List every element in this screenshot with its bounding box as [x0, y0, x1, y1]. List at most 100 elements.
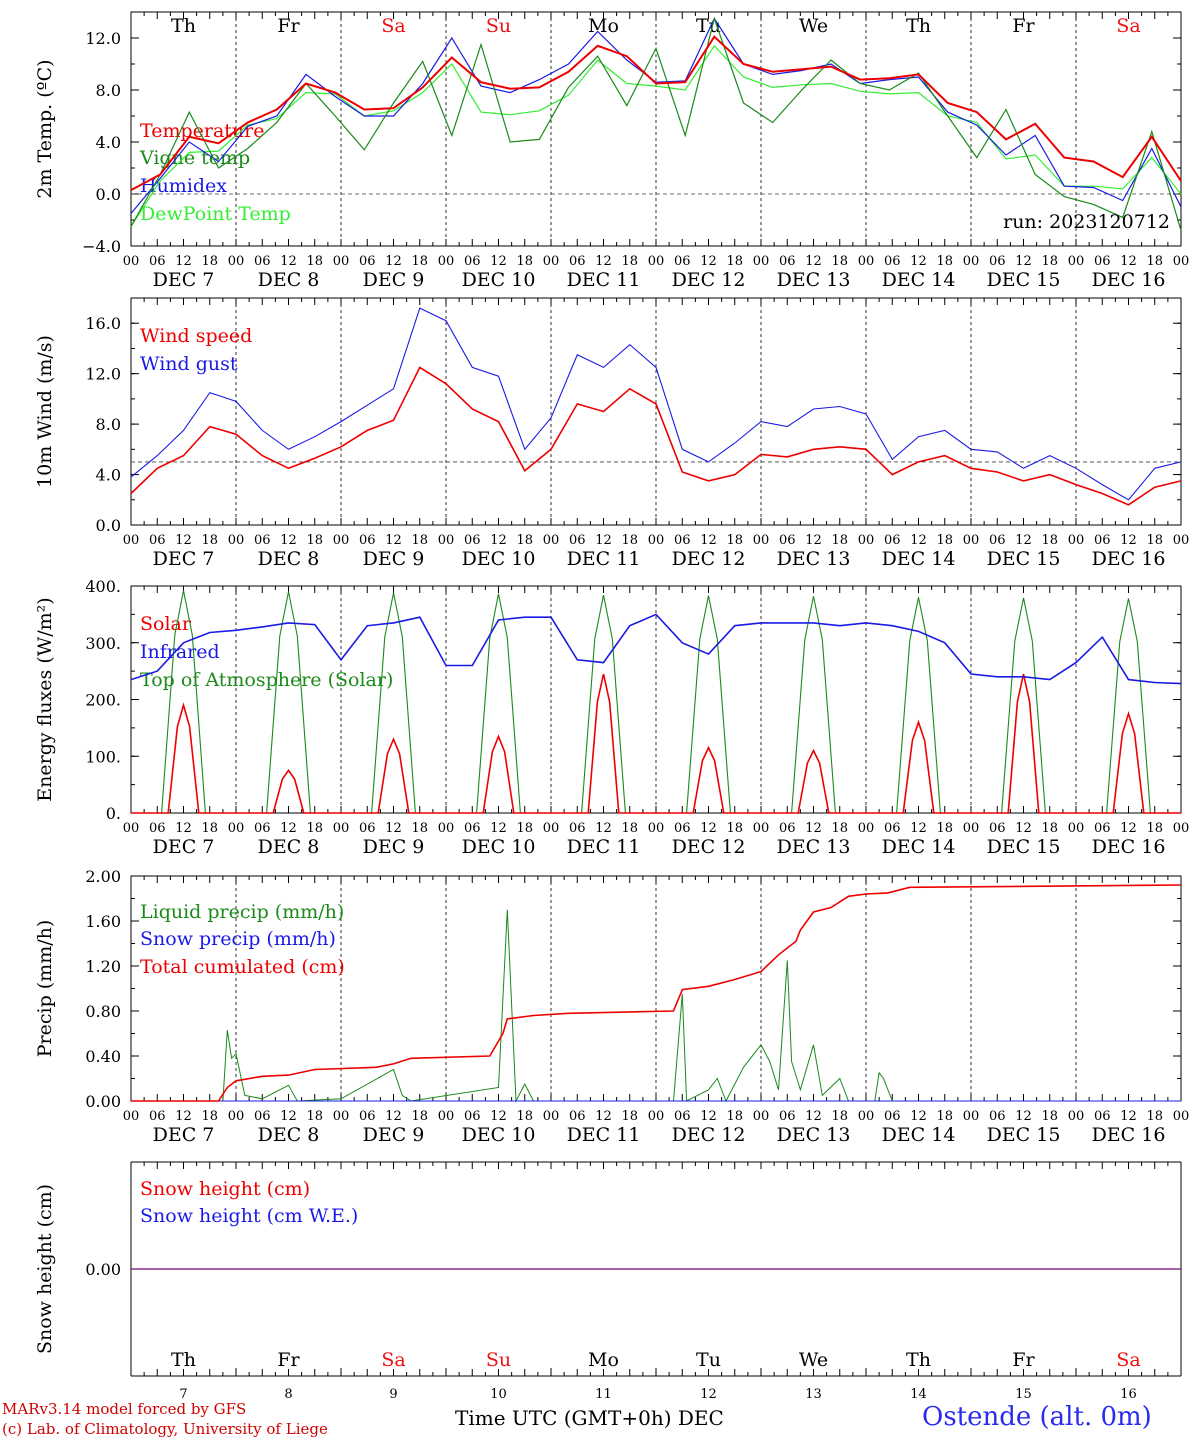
weekday-label: Mo: [588, 1349, 619, 1371]
hour-tick-label: 12: [1120, 533, 1137, 548]
hour-tick-label: 06: [1094, 533, 1111, 548]
y-tick-label: 1.20: [85, 957, 121, 976]
hour-tick-label: 12: [595, 533, 612, 548]
hour-tick-label: 00: [123, 254, 140, 269]
hour-tick-label: 12: [175, 254, 192, 269]
date-label: DEC 16: [1092, 548, 1166, 570]
hour-tick-label: 06: [779, 821, 796, 836]
hour-tick-label: 00: [1173, 254, 1190, 269]
date-label: DEC 8: [258, 1124, 320, 1146]
hour-tick-label: 12: [910, 821, 927, 836]
date-label: DEC 7: [153, 548, 215, 570]
y-tick-label: 0.80: [85, 1002, 121, 1021]
x-axis-month: DEC: [677, 1406, 724, 1430]
legend-entry: Liquid precip (mm/h): [140, 901, 344, 923]
hour-tick-label: 06: [149, 254, 166, 269]
date-label: DEC 10: [462, 548, 536, 570]
date-label: DEC 12: [672, 1124, 746, 1146]
hour-tick-label: 12: [175, 533, 192, 548]
y-tick-label: 16.0: [85, 314, 121, 333]
hour-tick-label: 12: [385, 533, 402, 548]
date-label: DEC 9: [363, 1124, 425, 1146]
hour-tick-label: 12: [1015, 254, 1032, 269]
weekday-label: Tu: [696, 1349, 721, 1371]
hour-tick-label: 00: [333, 254, 350, 269]
hour-tick-label: 12: [805, 533, 822, 548]
hour-tick-label: 00: [1068, 533, 1085, 548]
day-number-label: 11: [595, 1387, 612, 1402]
hour-tick-label: 12: [805, 1109, 822, 1124]
date-label: DEC 10: [462, 1124, 536, 1146]
y-tick-label: 0.00: [85, 1260, 121, 1279]
hour-tick-label: 18: [516, 821, 533, 836]
hour-tick-label: 06: [1094, 821, 1111, 836]
hour-tick-label: 06: [359, 1109, 376, 1124]
series-infrared: [130, 613, 1182, 685]
hour-tick-label: 00: [543, 254, 560, 269]
hour-tick-label: 18: [411, 821, 428, 836]
run-label: run: 2023120712: [1003, 211, 1170, 233]
hour-tick-label: 12: [385, 254, 402, 269]
hour-tick-label: 00: [963, 1109, 980, 1124]
weekday-label: We: [799, 1349, 828, 1371]
hour-tick-label: 12: [175, 1109, 192, 1124]
weekday-label: Sa: [381, 15, 405, 37]
hour-tick-label: 18: [201, 1109, 218, 1124]
hour-tick-label: 18: [306, 821, 323, 836]
hour-tick-label: 18: [936, 533, 953, 548]
legend-entry: Temperature: [140, 120, 264, 142]
legend-entry: Vigne temp: [139, 147, 250, 169]
hour-tick-label: 18: [201, 254, 218, 269]
hour-tick-label: 06: [464, 533, 481, 548]
hour-tick-label: 18: [411, 254, 428, 269]
hour-tick-label: 12: [1015, 821, 1032, 836]
hour-tick-label: 00: [333, 1109, 350, 1124]
hour-tick-label: 06: [359, 821, 376, 836]
y-tick-label: 0.0: [96, 516, 121, 535]
hour-tick-label: 06: [779, 254, 796, 269]
legend-entry: Wind speed: [140, 325, 252, 347]
y-tick-label: 4.0: [96, 466, 121, 485]
hour-tick-label: 12: [385, 821, 402, 836]
hour-tick-label: 00: [228, 533, 245, 548]
hour-tick-label: 00: [753, 533, 770, 548]
weekday-label: Sa: [1116, 15, 1140, 37]
hour-tick-label: 06: [1094, 254, 1111, 269]
x-axis-title: Time UTC (GMT+0h) DEC: [455, 1406, 724, 1430]
date-label: DEC 12: [672, 836, 746, 858]
hour-tick-label: 06: [1094, 1109, 1111, 1124]
hour-tick-label: 18: [621, 821, 638, 836]
station-name: Ostende (alt. 0m): [922, 1402, 1152, 1432]
hour-tick-label: 12: [1120, 254, 1137, 269]
y-tick-label: 0.00: [85, 1092, 121, 1111]
date-label: DEC 13: [777, 1124, 851, 1146]
hour-tick-label: 18: [411, 1109, 428, 1124]
hour-tick-label: 06: [254, 821, 271, 836]
hour-tick-label: 06: [569, 821, 586, 836]
y-tick-label: 0.: [106, 804, 121, 823]
hour-tick-label: 00: [123, 1109, 140, 1124]
hour-tick-label: 12: [280, 533, 297, 548]
weekday-label: Fr: [1012, 1349, 1035, 1371]
hour-tick-label: 00: [123, 821, 140, 836]
hour-tick-label: 18: [831, 821, 848, 836]
hour-tick-label: 00: [333, 533, 350, 548]
hour-tick-label: 06: [359, 533, 376, 548]
weekday-label: Su: [486, 15, 511, 37]
hour-tick-label: 18: [936, 1109, 953, 1124]
hour-tick-label: 12: [1120, 1109, 1137, 1124]
date-label: DEC 8: [258, 269, 320, 291]
hour-tick-label: 00: [123, 533, 140, 548]
date-label: DEC 11: [567, 269, 641, 291]
day-number-label: 7: [179, 1387, 187, 1402]
date-label: DEC 11: [567, 548, 641, 570]
y-tick-label: 12.0: [85, 365, 121, 384]
hour-tick-label: 18: [831, 533, 848, 548]
hour-tick-label: 12: [490, 821, 507, 836]
legend-entry: Top of Atmosphere (Solar): [140, 669, 393, 691]
hour-tick-label: 06: [884, 1109, 901, 1124]
hour-tick-label: 12: [1015, 533, 1032, 548]
date-label: DEC 11: [567, 836, 641, 858]
hour-tick-label: 12: [700, 1109, 717, 1124]
y-tick-label: 4.0: [96, 133, 121, 152]
